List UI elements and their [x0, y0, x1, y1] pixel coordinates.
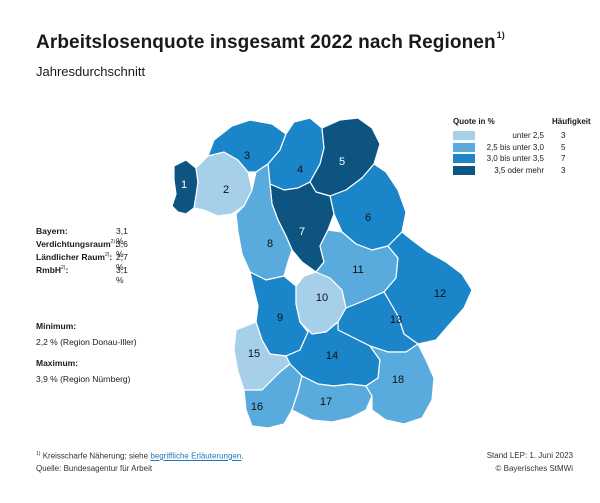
stand-note: Stand LEP: 1. Juni 2023 [486, 451, 573, 460]
region-label-17: 17 [320, 396, 332, 408]
stat-row: Ländlicher Raum2): 2,7 % [36, 252, 128, 272]
stat-row: Bayern: 3,1 % [36, 226, 128, 246]
stat-label: Bayern: [36, 226, 68, 236]
footnote-text: Kreisscharfe Näherung; siehe [42, 451, 151, 461]
stat-label: RmbH [36, 265, 62, 275]
region-label-7: 7 [299, 226, 305, 238]
stat-value: 3,1 % [116, 265, 128, 285]
maximum-block: Maximum: 3,9 % (Region Nürnberg) [36, 358, 131, 384]
legend-swatch [453, 131, 475, 140]
stats-block: Bayern: 3,1 % Verdichtungsraum2): 3,6 % Länd… [36, 226, 128, 285]
footnote-link[interactable]: begriffliche Erläuterungen [150, 451, 242, 461]
legend-swatch [453, 142, 475, 152]
region-label-2: 2 [223, 184, 229, 196]
legend-count: 5 [561, 142, 566, 152]
legend-row: 2,5 bis unter 3,0 5 [453, 142, 565, 155]
stat-label: Ländlicher Raum [36, 252, 105, 262]
stat-value: 2,7 % [116, 252, 128, 272]
legend-range-label: 3,5 oder mehr [494, 165, 544, 175]
minimum-label: Minimum: [36, 321, 77, 331]
stat-footnote-mark: 2) [61, 265, 66, 272]
footnote-end: . [241, 451, 244, 461]
legend-title-left: Quote in % [453, 117, 495, 126]
region-label-9: 9 [277, 312, 283, 324]
region-17 [291, 375, 373, 423]
legend: Quote in % Häufigkeit unter 2,5 3 2,5 bis … [453, 117, 591, 178]
stat-row: Verdichtungsraum2): 3,6 % [36, 239, 128, 259]
region-label-6: 6 [365, 212, 371, 224]
stat-colon: : [65, 265, 69, 275]
legend-count: 7 [561, 154, 566, 163]
legend-row: unter 2,5 3 [453, 131, 565, 143]
stat-value: 3,1 % [116, 226, 128, 246]
region-label-3: 3 [244, 150, 250, 162]
stat-value: 3,6 % [116, 239, 128, 259]
maximum-label: Maximum: [36, 358, 79, 368]
chart-title: Arbeitslosenquote insgesamt 2022 nach Re… [36, 29, 505, 54]
maximum-value: 3,9 % (Region Nürnberg) [36, 374, 131, 384]
legend-range-label: unter 2,5 [512, 131, 544, 140]
region-18 [365, 343, 435, 425]
region-label-11: 11 [352, 264, 363, 276]
region-label-14: 14 [326, 350, 338, 362]
stat-label: Verdichtungsraum [36, 239, 111, 249]
minimum-value: 2,2 % (Region Donau-Iller) [36, 337, 137, 347]
title-text: Arbeitslosenquote insgesamt 2022 nach Re… [36, 32, 496, 53]
region-label-4: 4 [297, 164, 303, 176]
region-label-1: 1 [181, 179, 187, 191]
stat-colon: : [115, 239, 118, 249]
region-label-16: 16 [251, 401, 263, 413]
stat-colon: : [109, 252, 113, 262]
legend-count: 3 [561, 165, 566, 175]
region-label-10: 10 [316, 292, 328, 304]
legend-range-label: 3,0 bis unter 3,5 [486, 154, 544, 163]
region-1 [171, 159, 199, 215]
stat-row: RmbH2): 3,1 % [36, 265, 128, 285]
stat-footnote-mark: 2) [104, 252, 110, 259]
title-footnote-mark: 1) [496, 29, 505, 40]
region-label-18: 18 [392, 374, 404, 386]
chart-subtitle: Jahresdurchschnitt [36, 64, 146, 79]
copyright-note: © Bayerisches StMWi [495, 464, 573, 473]
legend-header: Quote in % Häufigkeit [453, 117, 591, 131]
legend-swatch [453, 165, 475, 175]
region-12 [383, 231, 473, 345]
legend-range-label: 2,5 bis unter 3,0 [486, 142, 544, 152]
region-8 [235, 163, 293, 281]
footnote-mark: 1) [36, 451, 41, 457]
region-label-15: 15 [248, 348, 260, 360]
legend-count: 3 [561, 131, 566, 140]
footnote: 1) Kreisscharfe Näherung; siehe begriffl… [36, 451, 244, 461]
legend-row: 3,0 bis unter 3,5 7 [453, 154, 565, 166]
region-label-13: 13 [390, 314, 402, 326]
legend-swatch [453, 154, 475, 163]
source-note: Quelle: Bundesagentur für Arbeit [36, 464, 153, 473]
minimum-block: Minimum: 2,2 % (Region Donau-Iller) [36, 321, 137, 347]
region-label-5: 5 [339, 156, 345, 168]
region-label-12: 12 [434, 288, 446, 300]
legend-title-right: Häufigkeit [552, 117, 591, 126]
stat-footnote-mark: 2) [110, 239, 116, 246]
legend-row: 3,5 oder mehr 3 [453, 165, 565, 178]
region-label-8: 8 [267, 238, 273, 250]
